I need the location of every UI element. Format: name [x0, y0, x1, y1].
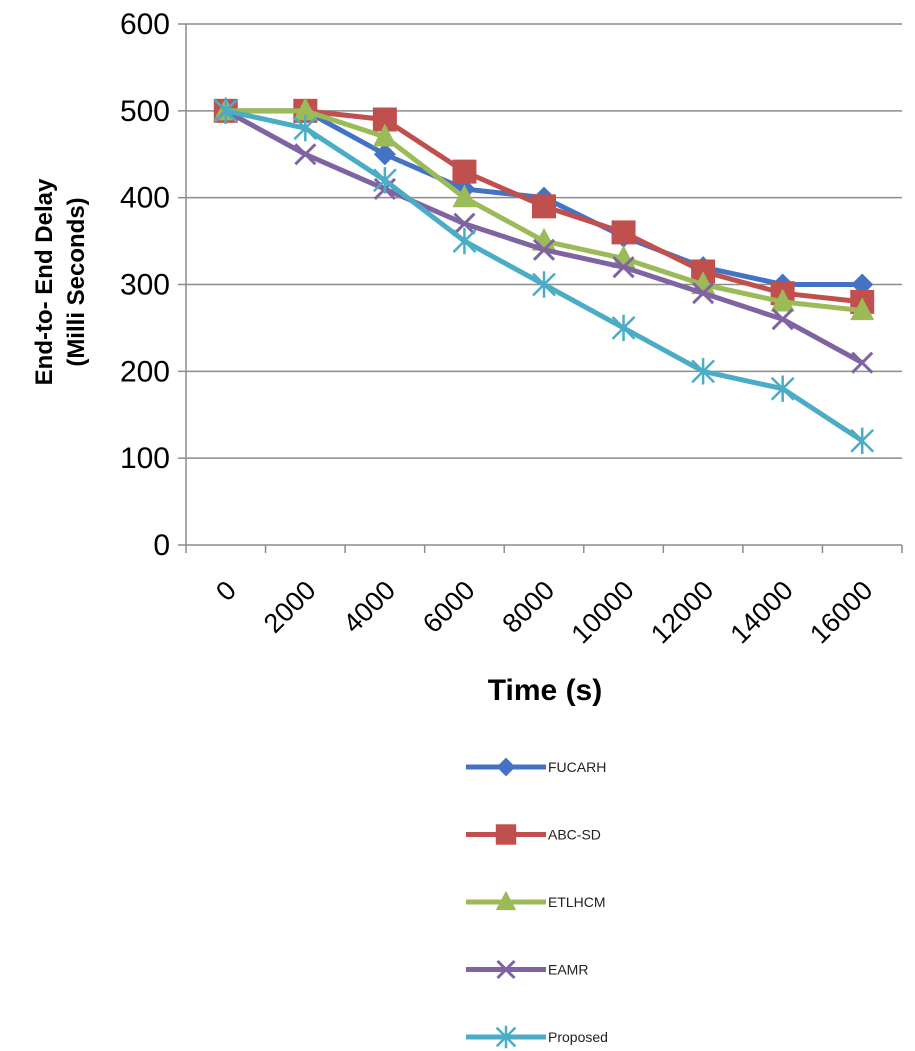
- legend-label: FUCARH: [548, 759, 606, 775]
- data-point-proposed: [770, 375, 795, 402]
- data-point-eamr: [453, 212, 476, 235]
- y-tick-label: 600: [120, 8, 170, 41]
- x-tick-label: 6000: [417, 575, 481, 639]
- y-tick-label: 300: [120, 269, 170, 302]
- data-point-etlhcm: [372, 123, 397, 147]
- y-axis-title-line2: (Milli Seconds): [63, 197, 90, 366]
- x-tick-labels: 0 2000 4000 6000 8000 10000 12000 14000 16000: [210, 575, 878, 649]
- data-point-proposed: [452, 227, 477, 255]
- legend-item-proposed: Proposed: [466, 1025, 608, 1049]
- legend: FUCARH ABC-SD ETLHCM EAMR Proposed: [466, 757, 608, 1049]
- x-tick-label: 0: [210, 575, 242, 607]
- legend-label: EAMR: [548, 962, 588, 978]
- x-tick-label: 16000: [804, 575, 878, 649]
- x-tick-label: 2000: [258, 575, 322, 639]
- y-tick-label: 400: [120, 182, 170, 215]
- legend-swatch-marker: [495, 824, 517, 845]
- data-point-proposed: [293, 115, 318, 142]
- data-point-etlhcm: [770, 288, 795, 312]
- x-axis-title: Time (s): [488, 674, 602, 707]
- data-point-proposed: [373, 167, 397, 194]
- x-tick-label: 14000: [725, 575, 799, 649]
- x-tick-label: 12000: [645, 575, 719, 649]
- data-point-eamr: [294, 143, 317, 166]
- x-tick-label: 4000: [337, 575, 401, 639]
- data-point-abc-sd: [532, 194, 556, 219]
- x-tick-label: 10000: [565, 575, 639, 649]
- data-point-abc-sd: [611, 220, 636, 245]
- data-point-eamr: [771, 308, 794, 331]
- data-point-etlhcm: [452, 184, 477, 208]
- data-point-fucarh: [373, 143, 396, 166]
- data-point-proposed: [532, 271, 556, 298]
- y-tick-label: 500: [120, 95, 170, 128]
- y-tick-label: 0: [153, 529, 170, 562]
- data-point-etlhcm: [850, 297, 875, 321]
- data-point-eamr: [692, 282, 715, 305]
- legend-swatch-marker: [496, 757, 516, 777]
- legend-swatch-marker: [495, 890, 517, 911]
- y-tick-labels: 0 100 200 300 400 500 600: [120, 8, 170, 562]
- series-group: [213, 97, 875, 454]
- legend-item-etlhcm: ETLHCM: [466, 890, 606, 911]
- legend-label: Proposed: [548, 1029, 608, 1045]
- legend-item-eamr: EAMR: [466, 959, 588, 980]
- data-point-proposed: [611, 314, 636, 342]
- y-axis-title-line1: End-to- End Delay: [31, 178, 58, 385]
- series-proposed: [213, 97, 875, 454]
- data-point-proposed: [850, 427, 875, 454]
- legend-label: ABC-SD: [548, 827, 601, 843]
- data-point-eamr: [532, 238, 556, 261]
- data-point-etlhcm: [293, 97, 318, 121]
- data-point-abc-sd: [452, 159, 477, 184]
- legend-label: ETLHCM: [548, 894, 606, 910]
- y-axis-title: End-to- End Delay (Milli Seconds): [31, 178, 90, 385]
- data-point-proposed: [213, 97, 238, 125]
- legend-swatch-marker: [496, 959, 516, 980]
- data-point-abc-sd: [372, 107, 397, 132]
- axes: [178, 23, 903, 553]
- legend-item-fucarh: FUCARH: [466, 757, 606, 777]
- legend-item-abc-sd: ABC-SD: [466, 824, 601, 845]
- data-point-eamr: [851, 351, 874, 374]
- y-tick-label: 200: [120, 355, 170, 388]
- y-tick-label: 100: [120, 442, 170, 475]
- legend-swatch-marker: [495, 1025, 517, 1049]
- data-point-eamr: [612, 256, 635, 279]
- data-point-proposed: [691, 358, 715, 385]
- x-tick-label: 8000: [497, 575, 561, 639]
